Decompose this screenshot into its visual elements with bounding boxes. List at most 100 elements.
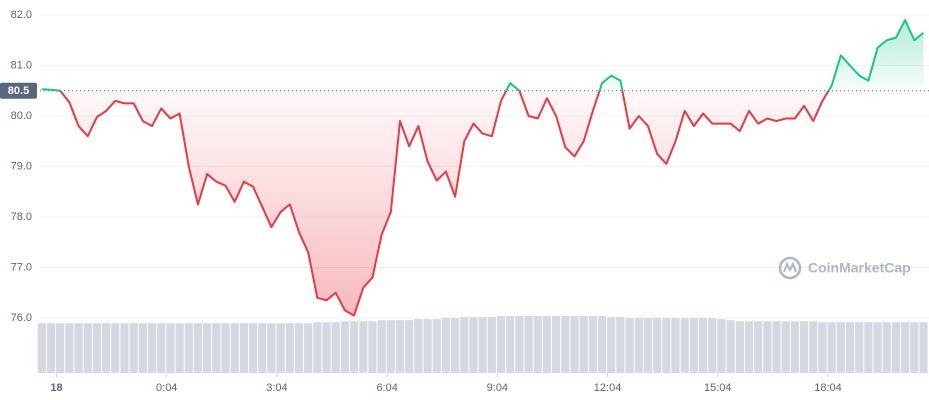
volume-bar [570,316,579,373]
watermark: CoinMarketCap [778,256,911,280]
volume-bar [37,323,46,373]
volume-bar [855,322,864,373]
volume-bar [469,317,478,373]
volume-bar [193,323,203,373]
volume-bar [432,319,441,373]
volume-bar [901,322,910,373]
baseline-label: 80.5 [8,85,29,97]
volume-bar [708,318,717,373]
volume-bar [331,322,340,373]
volume-bar [698,318,708,373]
volume-bar [175,323,184,373]
volume-bar [102,323,111,373]
volume-bar [83,323,92,373]
volume-bar [735,321,744,373]
volume-bar [451,318,460,373]
volume-bar [552,316,561,373]
volume-bar [120,323,129,373]
volume-bar [221,323,230,373]
volume-bar [276,323,285,373]
volume-bar [689,318,698,373]
volume-bar [726,320,735,373]
volume-bar [542,316,552,373]
y-tick-label: 80.0 [11,110,32,122]
x-tick-label: 0:04 [156,382,177,394]
x-tick-label: 12:04 [594,382,622,394]
volume-bar [230,323,239,373]
volume-bar [129,323,138,373]
volume-bar [248,323,258,373]
x-tick-label: 9:04 [487,382,508,394]
price-area [41,20,924,316]
volume-bar [496,316,506,373]
volume-bar [92,323,102,373]
volume-bar [763,321,772,373]
volume-bar [395,320,405,373]
volume-bar [313,322,322,373]
volume-bar [882,322,891,373]
volume-bar [634,318,643,373]
x-tick-label: 6:04 [376,382,397,394]
volume-bar [460,317,469,373]
y-tick-label: 81.0 [11,59,32,71]
volume-bar [74,323,83,373]
plot [40,19,929,317]
volume-bar [212,323,221,373]
grid [40,14,929,319]
baseline-label-box [0,82,37,99]
volume-bar [340,321,349,373]
volume-bar [662,318,671,373]
volume-bar [441,318,451,373]
volume-bar [359,321,368,373]
volume-bar [203,323,212,373]
volume-bar [515,316,524,373]
volume-bar [625,318,634,373]
volume-bar [772,321,781,373]
volume-bar [818,322,827,373]
volume-bar [138,323,147,373]
volume-bar [506,316,515,373]
volume-bar [809,321,818,373]
volume-bar [671,318,680,373]
volume-bar [910,322,919,373]
watermark-logo [778,256,802,280]
volume-bar [873,322,882,373]
volume-bar [349,321,359,373]
y-tick-label: 82.0 [11,9,32,21]
volume-bar [478,317,487,373]
watermark-text: CoinMarketCap [808,260,911,276]
y-tick-label: 77.0 [11,261,32,273]
volume-bar [864,322,873,373]
volume-bar [616,317,625,373]
volume-bar [800,321,809,373]
volume-bar [405,320,414,373]
volume-bar [157,323,166,373]
volume-bar [239,323,248,373]
volume-bar [65,323,74,373]
x-tick-label: 18 [50,382,62,394]
volume-bar [643,318,653,373]
volume-bar [579,316,588,373]
y-tick-label: 79.0 [11,160,32,172]
volume-bar [836,322,845,373]
y-tick-label: 76.0 [11,312,32,324]
volume-bar [322,322,331,373]
volume-bar [111,323,120,373]
volume-bar [781,321,790,373]
volume-bar [919,322,928,373]
volume-bar [258,323,267,373]
volume-bar [588,316,597,373]
volume-bar [304,323,313,373]
volume-bar [487,317,496,373]
volume-bar [827,322,836,373]
volume-bar [845,322,855,373]
price-line [41,19,925,317]
volume-bar [423,319,432,373]
x-tick-label: 3:04 [266,382,287,394]
volume-bar [680,318,689,373]
axes: 76.0 77.0 78.0 79.0 80.0 81.0 82.0 18 0:04 3:04 6:… [0,9,842,394]
volume-bar [653,318,662,373]
volume-bar [754,321,763,373]
volume-bar [744,321,754,373]
